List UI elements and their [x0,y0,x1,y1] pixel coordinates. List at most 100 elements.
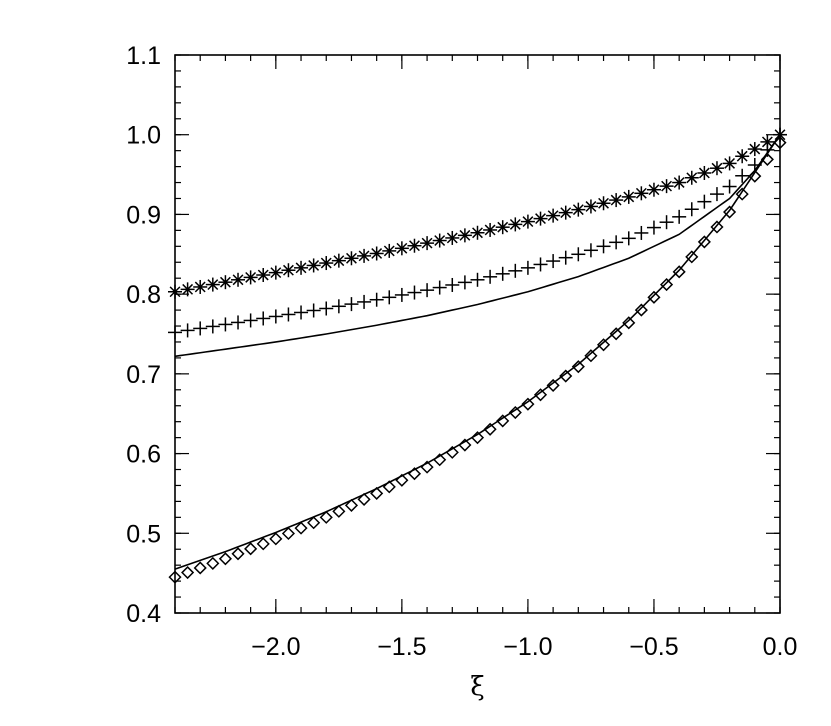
diamond-marker [533,388,548,402]
diamond-marker [357,492,371,506]
diamond-marker [168,570,182,584]
asterisk-marker [268,265,283,280]
diamond-marker [672,265,686,279]
plus-marker [369,292,384,307]
asterisk-stroke [509,218,521,230]
asterisk-stroke [434,235,446,246]
diamond-marker [647,290,661,304]
asterisk-marker [722,156,737,171]
asterisk-stroke [182,283,194,295]
asterisk-marker [659,179,674,194]
asterisk-stroke [219,276,231,288]
series-diamond-4 [168,136,787,584]
diamond-marker [370,486,384,500]
asterisk-marker [281,263,296,278]
y-tick-label: 0.4 [126,600,161,628]
asterisk-marker [306,258,321,273]
asterisk-marker [533,211,548,226]
series-line-2 [174,134,781,358]
asterisk-stroke [635,187,647,199]
asterisk-stroke [698,167,710,179]
asterisk-marker [445,230,460,245]
asterisk-marker [243,270,258,285]
plus-marker [306,303,321,318]
diamond-marker [458,438,472,452]
asterisk-marker [407,238,422,253]
asterisk-stroke [383,245,395,257]
diamond-marker [748,169,762,183]
diamond-marker [206,556,220,570]
diamond-marker [559,369,573,383]
asterisk-marker [621,189,636,204]
axis-ticks [174,54,781,614]
diamond-marker [584,349,598,363]
y-tick-label: 0.6 [126,441,161,469]
series-line [174,134,781,570]
asterisk-stroke [610,194,622,206]
asterisk-marker [596,196,611,211]
plus-marker [180,323,195,338]
diamond-marker [256,537,270,551]
plus-marker [470,272,485,287]
plus-marker [735,168,750,183]
diamond-marker [609,327,623,341]
plus-marker [596,239,611,254]
asterisk-marker [546,208,561,223]
asterisk-stroke [761,136,773,148]
asterisk-marker [735,149,750,164]
plus-marker [407,285,422,300]
asterisk-stroke [358,250,370,262]
plus-marker [294,305,309,320]
diamond-marker [269,532,283,546]
plus-marker [520,260,535,275]
asterisk-stroke [560,207,572,219]
asterisk-stroke [270,267,282,279]
asterisk-marker [231,272,246,287]
asterisk-stroke [572,204,584,216]
asterisk-stroke [421,237,433,249]
plus-marker [432,280,447,295]
tick-labels: −2.0 −1.5 −1.0 −0.5 0.0 0.4 0.5 0.6 0.7 0.8 0.9 1.0… [126,42,797,661]
asterisk-marker [508,217,523,232]
diamond-marker [382,480,396,494]
asterisk-marker [382,243,397,258]
diamond-marker [332,504,346,518]
asterisk-marker [583,199,598,214]
asterisk-marker [193,279,208,294]
y-tick-label: 1.1 [126,42,161,70]
asterisk-stroke [320,257,332,269]
asterisk-marker [205,277,220,292]
diamond-marker [433,453,447,467]
asterisk-marker [432,233,447,248]
asterisk-stroke [472,227,483,239]
plot-frame [174,54,781,614]
asterisk-stroke [245,271,257,283]
asterisk-marker [470,225,485,240]
diamond-marker [660,278,674,292]
plus-marker [168,325,182,340]
plus-marker [646,220,661,235]
asterisk-stroke [346,252,357,264]
y-tick-label: 0.7 [126,361,161,389]
asterisk-marker [369,246,384,261]
asterisk-marker [331,253,346,268]
asterisk-stroke [169,286,181,298]
asterisk-stroke [711,162,723,174]
plus-marker [394,287,409,302]
plus-marker [697,194,712,209]
diamond-marker [773,136,787,150]
diamond-marker [685,250,699,264]
asterisk-marker [483,222,498,237]
asterisk-stroke [673,177,685,188]
series-line-3 [174,134,781,570]
y-tick-label: 0.8 [126,281,161,309]
plus-marker [583,243,598,258]
asterisk-stroke [686,172,698,184]
diamond-marker [483,422,497,436]
plus-marker [571,247,586,262]
plus-marker [722,179,737,194]
diamond-marker [735,187,749,201]
asterisk-stroke [333,255,345,267]
plus-marker [709,187,724,202]
